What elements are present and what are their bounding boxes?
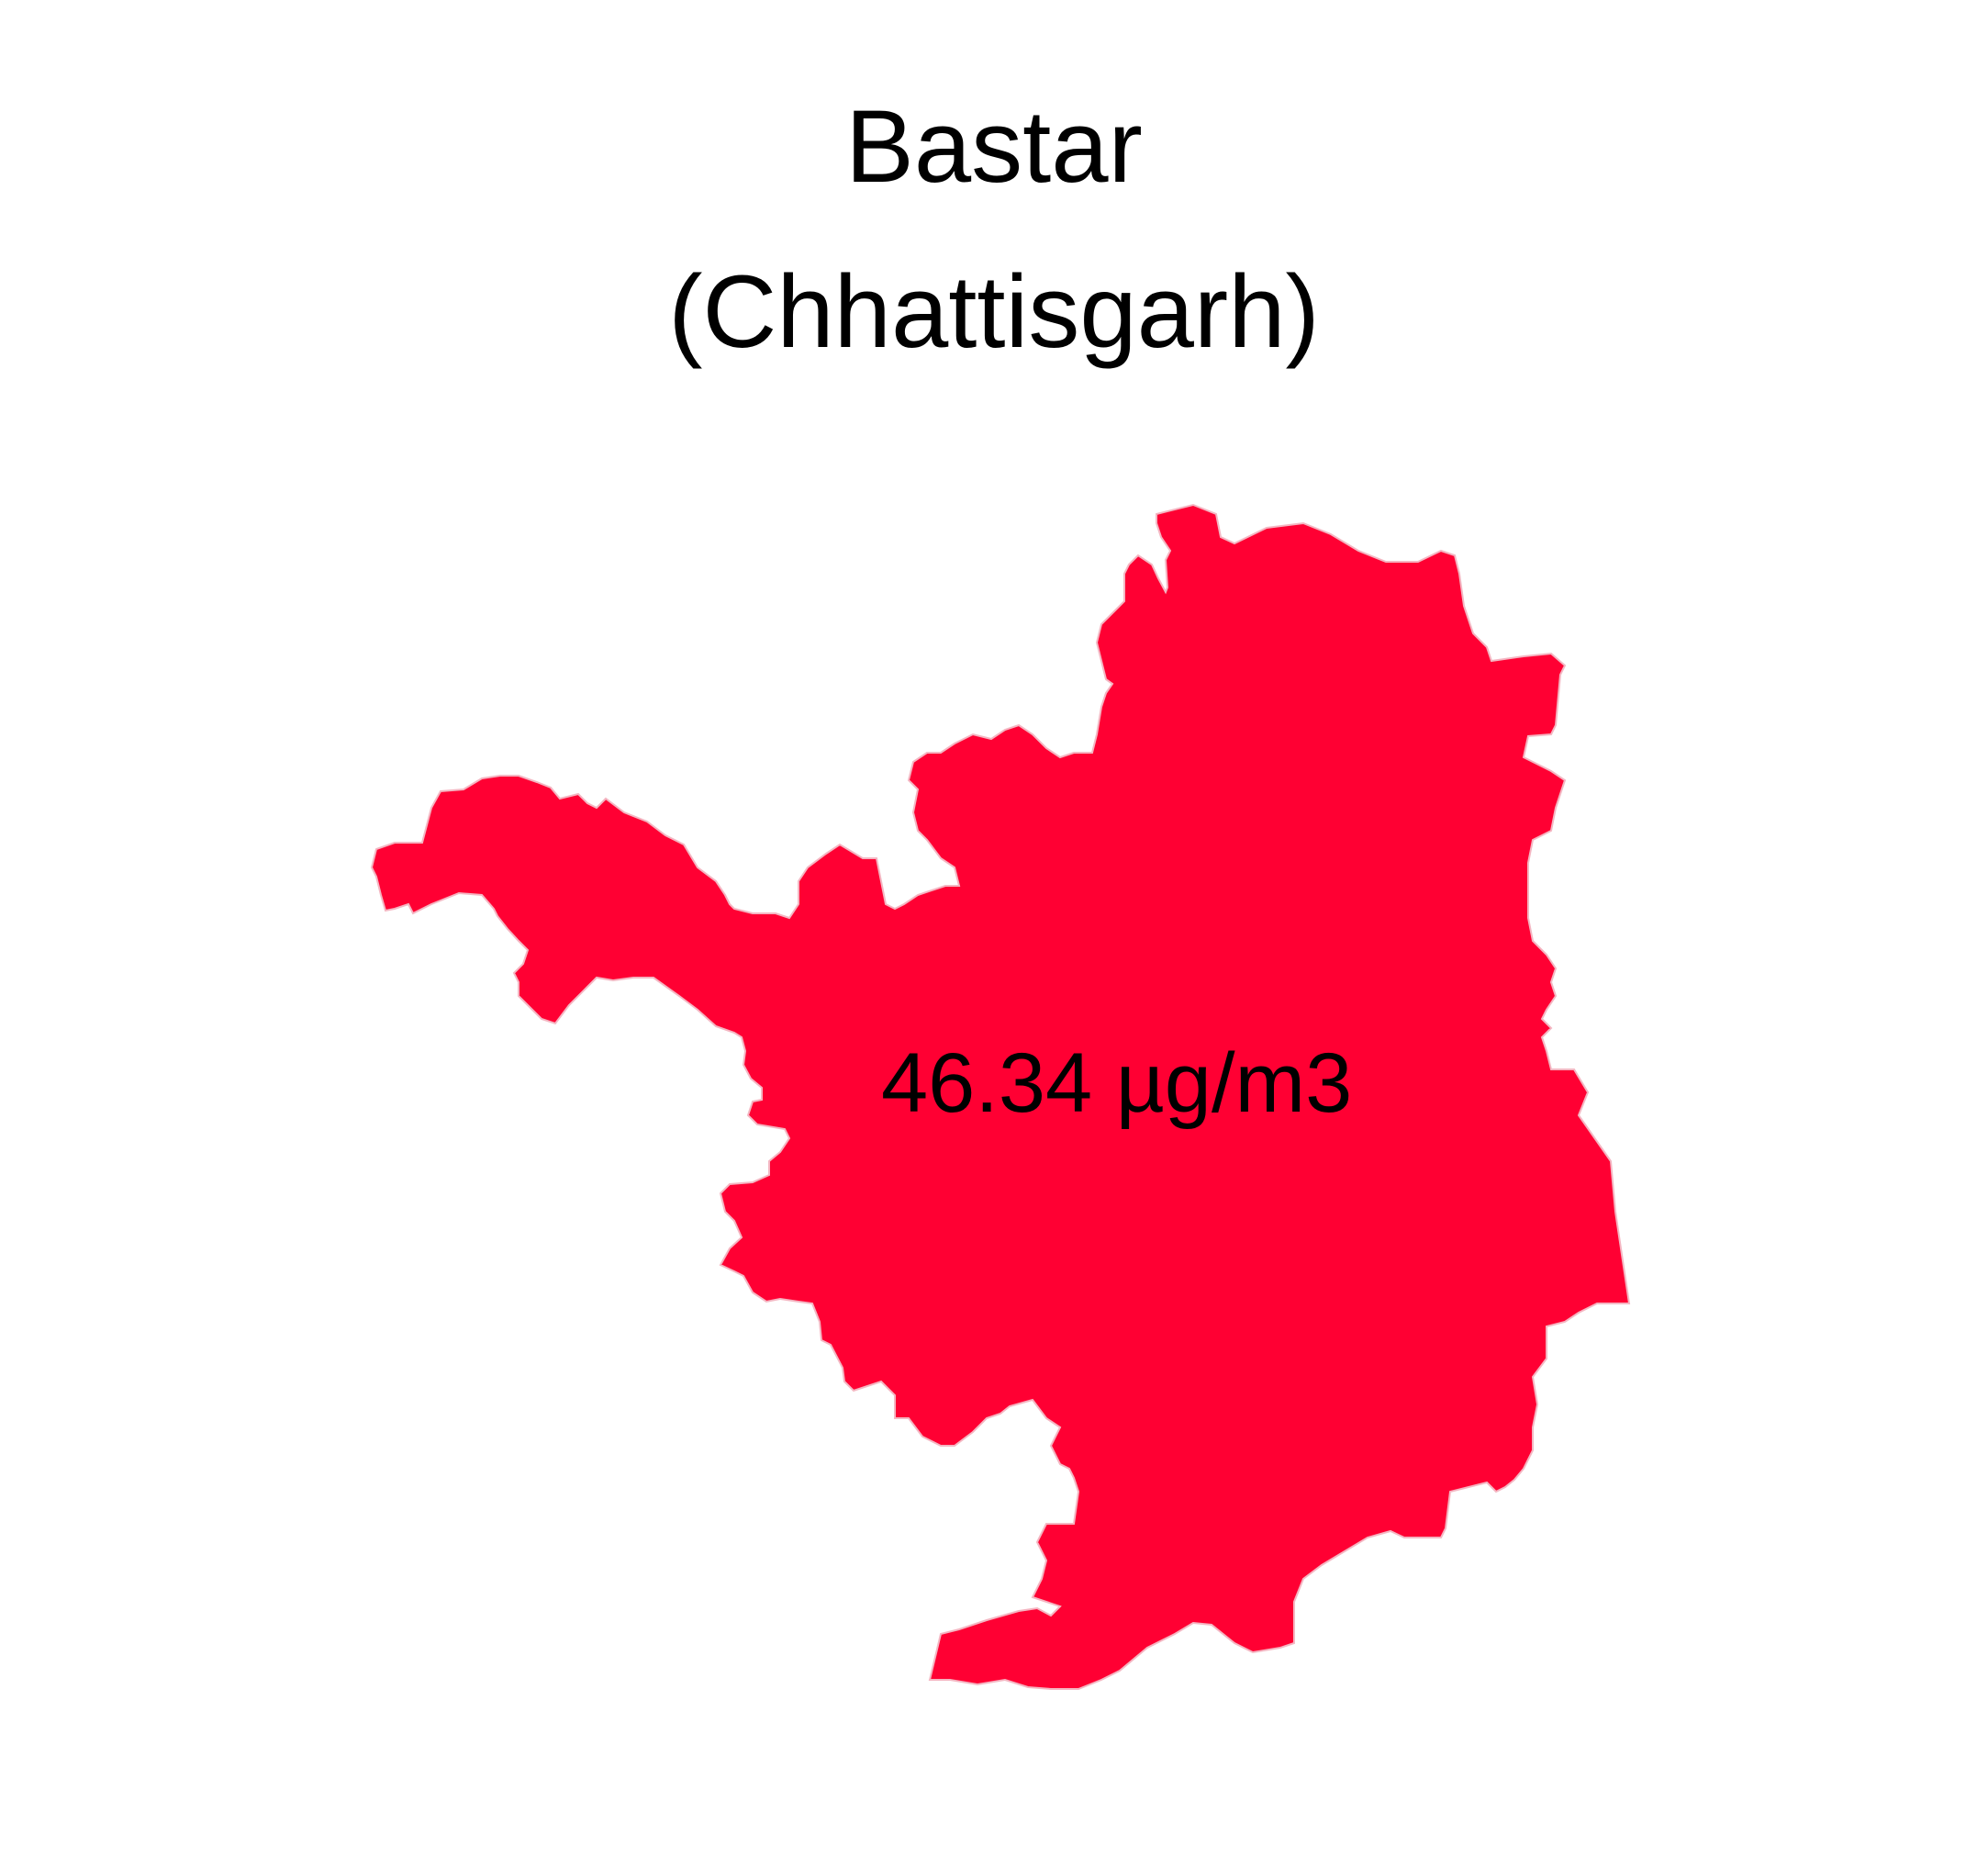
map-title: Bastar <box>845 89 1143 204</box>
pollution-value-label: 46.34 µg/m3 <box>881 1036 1353 1130</box>
district-shape-bastar <box>370 503 1631 1690</box>
map-title-block: Bastar (Chhattisgarh) <box>0 64 1988 395</box>
map-subtitle: (Chhattisgarh) <box>668 254 1320 369</box>
